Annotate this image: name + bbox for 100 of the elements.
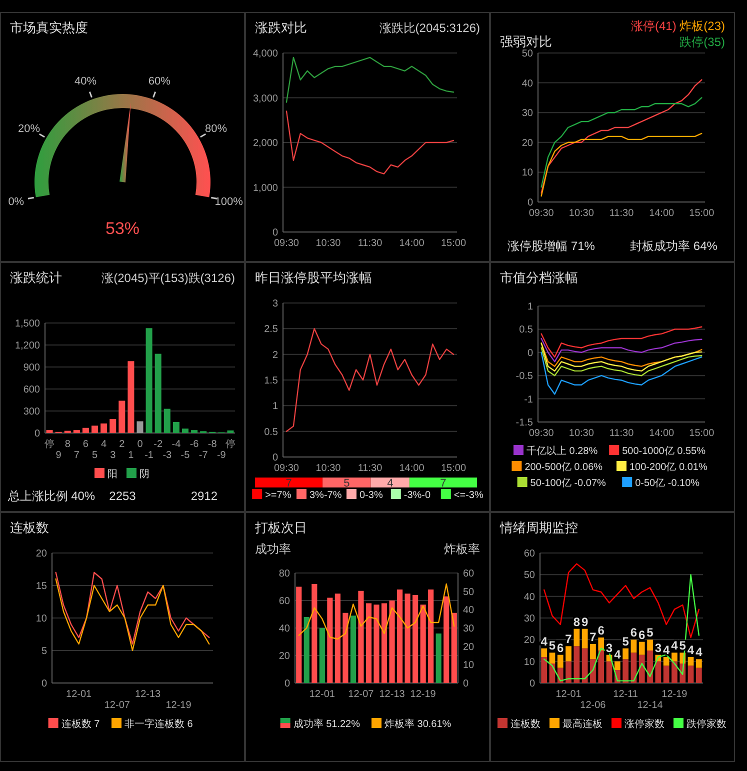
x-tick-label: 11:30 [609, 208, 634, 219]
legend-label: 千亿以上 0.28% [526, 445, 598, 457]
x-tick-label: 15:00 [689, 208, 715, 219]
text: 100% [214, 196, 244, 208]
bar [110, 419, 116, 433]
y-tick-label: 10 [524, 656, 536, 668]
chart-title: 强弱对比 [500, 34, 552, 49]
y-tick-label: 0 [529, 678, 536, 690]
line-series [540, 347, 702, 376]
bar [598, 650, 604, 683]
y2-tick-label: 20 [463, 642, 475, 653]
bar [128, 361, 134, 433]
y-tick-label: 50 [524, 570, 536, 582]
data-label: 4 [614, 647, 622, 662]
x-tick-label: 停 [44, 438, 55, 450]
line-series [540, 97, 702, 188]
legend-label: 200-500亿 0.06% [524, 462, 603, 473]
x-tick-label: 停 [225, 438, 236, 450]
y2-tick-label: 50 [463, 586, 475, 598]
data-label: 7 [286, 478, 292, 490]
x-tick-label: 12-01 [66, 689, 92, 700]
x-tick-label: 10:30 [316, 238, 342, 249]
y-tick-label: 20 [522, 138, 534, 149]
y2-tick-label: 10 [463, 660, 475, 672]
text: 封板成功率 64% [630, 239, 718, 253]
x-tick-label: 14:00 [399, 238, 425, 249]
bar [557, 654, 564, 668]
bar [614, 661, 620, 670]
text: 涨停(41) [630, 19, 676, 33]
bar [154, 354, 162, 433]
bar [172, 422, 180, 433]
legend-label: 0-50亿 -0.10% [635, 478, 700, 489]
bar [436, 634, 442, 683]
x-tick-label: -6 [190, 439, 200, 450]
legend-label: >=7% [265, 490, 292, 501]
data-label: 7 [440, 478, 446, 490]
x-tick-label: 12-19 [166, 700, 192, 711]
line-series [286, 56, 454, 103]
y-tick-label: 30 [522, 108, 534, 120]
legend-label: 连板数 7 [61, 718, 100, 730]
legend-label: 3%-7% [310, 490, 342, 501]
x-tick-label: 10:30 [568, 208, 594, 219]
x-tick-label: 15:00 [441, 238, 466, 249]
y-tick-label: 30 [524, 614, 536, 624]
legend-label: 非一字连板数 6 [124, 718, 194, 730]
y2-tick-label: 30 [463, 624, 475, 634]
bar [146, 328, 152, 433]
bar [663, 657, 670, 666]
y-tick-label: 1 [272, 401, 278, 412]
x-tick-label: 7 [74, 450, 80, 461]
bar [696, 668, 702, 683]
bar [366, 603, 372, 683]
legend-label: 阴 [140, 469, 150, 480]
x-tick-label: 15:00 [441, 463, 466, 474]
bar [638, 642, 645, 655]
x-tick-label: 6 [82, 439, 89, 450]
data-label: 3 [654, 640, 662, 655]
y-tick-label: 2 [272, 350, 278, 361]
text: 跌停(35) [680, 35, 725, 49]
legend-label: <=-3% [454, 490, 484, 501]
bar [574, 646, 580, 683]
x-tick-label: 1 [128, 450, 134, 461]
bar [227, 430, 234, 433]
data-label: 7 [590, 630, 597, 644]
x-tick-label: 12-13 [379, 689, 406, 700]
x-tick-label: 12-11 [613, 689, 638, 700]
bar [541, 657, 548, 683]
line-series [55, 578, 210, 652]
x-tick-label: 12-01 [556, 689, 582, 700]
y-tick-label: 10 [36, 614, 48, 624]
x-tick-label: 12-14 [637, 700, 664, 711]
line-series [540, 342, 702, 372]
chart-title: 连板数 [10, 520, 49, 535]
text: 80% [205, 123, 228, 135]
bar [566, 646, 572, 662]
bar [566, 661, 572, 683]
x-tick-label: 12-07 [104, 700, 130, 711]
x-tick-label: 09:30 [274, 463, 300, 474]
y-tick-label: 0 [527, 198, 534, 208]
y-tick-label: 1 [527, 302, 534, 312]
text: 炸板(23) [676, 19, 725, 33]
y-tick-label: 40 [278, 624, 290, 634]
chart-title: 市值分档涨幅 [500, 270, 578, 285]
data-label: 4 [662, 643, 670, 657]
line-series [540, 326, 702, 358]
bar [688, 666, 694, 683]
bar [136, 421, 144, 433]
bar [622, 648, 629, 660]
bar [164, 408, 170, 433]
chart-title: 涨跌对比 [255, 20, 307, 35]
y-tick-label: 0 [272, 228, 278, 238]
y-tick-label: 60 [524, 548, 536, 560]
line-series [286, 328, 454, 432]
data-label: 4 [671, 638, 678, 653]
bar [647, 640, 653, 650]
line-series [298, 583, 455, 640]
y-tick-label: 20 [524, 635, 536, 646]
bar [46, 430, 53, 433]
x-tick-label: 12-07 [348, 689, 374, 700]
line-series [55, 572, 210, 645]
